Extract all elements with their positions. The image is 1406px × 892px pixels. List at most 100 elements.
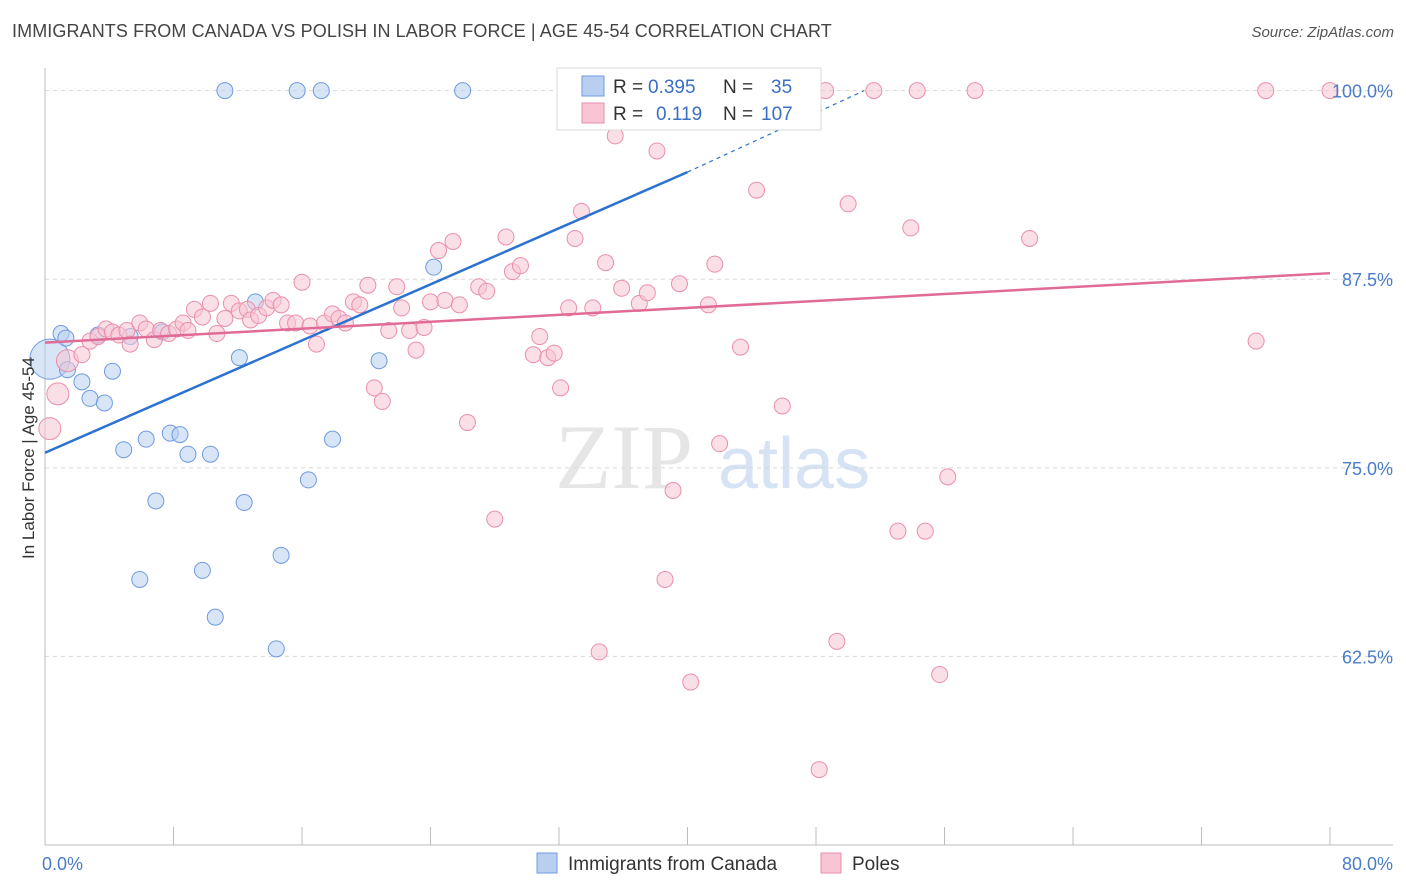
poles-point-101 bbox=[931, 666, 949, 684]
canada-point-22 bbox=[230, 349, 248, 367]
poles-point-68 bbox=[552, 379, 570, 397]
poles-trend-line bbox=[44, 271, 1331, 344]
poles-point-64 bbox=[524, 346, 542, 364]
poles-point-65 bbox=[531, 328, 549, 346]
bottom-legend-swatch-canada bbox=[536, 852, 558, 874]
bottom-legend-swatch-poles bbox=[820, 852, 842, 874]
poles-point-99 bbox=[908, 82, 926, 100]
poles-point-102 bbox=[939, 468, 957, 486]
poles-point-44 bbox=[365, 379, 383, 397]
x-tick-label-0: 0.0% bbox=[42, 854, 83, 874]
poles-point-63 bbox=[511, 257, 529, 275]
poles-point-94 bbox=[828, 632, 846, 650]
poles-point-35 bbox=[301, 317, 319, 335]
legend-r-label-poles: R = bbox=[613, 104, 643, 125]
poles-point-89 bbox=[748, 181, 766, 199]
source-credit: Source: ZipAtlas.com bbox=[1251, 24, 1394, 41]
poles-point-92 bbox=[810, 761, 828, 779]
poles-point-95 bbox=[839, 195, 857, 213]
poles-point-49 bbox=[401, 322, 419, 340]
y-axis-title: In Labor Force | Age 45-54 bbox=[19, 357, 38, 559]
poles-point-74 bbox=[597, 254, 615, 272]
stats-legend: R = 0.395 N = 35 R = 0.119 N = 107 bbox=[556, 67, 822, 131]
poles-point-103 bbox=[966, 82, 984, 100]
poles-point-79 bbox=[638, 284, 656, 302]
legend-swatch-poles bbox=[581, 102, 605, 124]
canada-point-20 bbox=[206, 608, 224, 626]
canada-point-17 bbox=[179, 445, 197, 463]
poles-point-3 bbox=[73, 346, 91, 364]
poles-point-59 bbox=[478, 282, 496, 300]
legend-r-label-canada: R = bbox=[613, 77, 643, 98]
poles-point-80 bbox=[648, 142, 666, 160]
legend-swatch-canada bbox=[581, 75, 605, 97]
poles-point-54 bbox=[436, 291, 454, 309]
legend-n-label-poles: N = bbox=[723, 104, 753, 125]
poles-point-56 bbox=[450, 296, 468, 314]
poles-point-69 bbox=[560, 299, 578, 317]
legend-n-value-poles: 107 bbox=[761, 104, 793, 125]
poles-point-105 bbox=[1247, 332, 1265, 350]
canada-point-26 bbox=[272, 546, 290, 564]
poles-point-23 bbox=[216, 309, 234, 327]
legend-r-value-canada: 0.395 bbox=[648, 77, 696, 98]
poles-point-61 bbox=[497, 228, 515, 246]
canada-point-11 bbox=[131, 570, 149, 588]
poles-point-36 bbox=[307, 335, 325, 353]
poles-point-60 bbox=[486, 510, 504, 528]
canada-point-30 bbox=[324, 430, 342, 448]
poles-point-97 bbox=[889, 522, 907, 540]
poles-point-70 bbox=[566, 229, 584, 247]
poles-point-73 bbox=[590, 643, 608, 661]
canada-point-9 bbox=[115, 441, 133, 459]
canada-trend-extension bbox=[687, 90, 865, 173]
canada-point-12 bbox=[137, 430, 155, 448]
canada-point-32 bbox=[425, 258, 443, 276]
gridlines bbox=[45, 90, 1393, 657]
poles-point-42 bbox=[351, 296, 369, 314]
poles-point-81 bbox=[656, 570, 674, 588]
canada-point-29 bbox=[312, 82, 330, 100]
poles-point-45 bbox=[373, 392, 391, 410]
y-tick-label-0: 100.0% bbox=[1332, 82, 1393, 102]
canada-point-16 bbox=[171, 426, 189, 444]
poles-point-98 bbox=[902, 219, 920, 237]
poles-point-55 bbox=[444, 233, 462, 251]
poles-point-43 bbox=[359, 276, 377, 294]
canada-point-13 bbox=[147, 492, 165, 510]
poles-point-90 bbox=[773, 397, 791, 415]
poles-point-53 bbox=[430, 242, 448, 260]
poles-point-85 bbox=[699, 296, 717, 314]
legend-n-value-canada: 35 bbox=[771, 77, 792, 98]
canada-point-2 bbox=[57, 329, 75, 347]
y-tick-label-2: 75.0% bbox=[1342, 459, 1393, 479]
canada-point-33 bbox=[454, 82, 472, 100]
bottom-legend-label-poles: Poles bbox=[852, 854, 900, 875]
chart-title: IMMIGRANTS FROM CANADA VS POLISH IN LABO… bbox=[12, 21, 832, 41]
poles-point-52 bbox=[422, 293, 439, 311]
poles-point-96 bbox=[865, 82, 883, 100]
axes bbox=[44, 68, 1393, 846]
poles-point-10 bbox=[121, 335, 139, 353]
canada-point-27 bbox=[288, 82, 306, 100]
legend-n-label-canada: N = bbox=[723, 77, 753, 98]
poles-point-100 bbox=[916, 522, 934, 540]
poles-point-83 bbox=[670, 275, 688, 293]
poles-point-1 bbox=[46, 382, 70, 406]
canada-point-25 bbox=[267, 640, 285, 658]
poles-point-104 bbox=[1021, 229, 1039, 247]
poles-point-84 bbox=[682, 673, 700, 691]
tick-labels: 100.0% 87.5% 75.0% 62.5% 0.0% 80.0% bbox=[42, 82, 1393, 874]
poles-point-76 bbox=[613, 279, 631, 297]
canada-point-5 bbox=[81, 389, 99, 407]
y-tick-label-1: 87.5% bbox=[1342, 270, 1393, 290]
y-tick-label-3: 62.5% bbox=[1342, 647, 1393, 667]
canada-point-18 bbox=[193, 561, 211, 579]
poles-point-21 bbox=[201, 294, 219, 312]
x-tick-label-1: 80.0% bbox=[1342, 854, 1393, 874]
legend-r-value-poles: 0.119 bbox=[656, 104, 702, 125]
canada-point-19 bbox=[201, 445, 219, 463]
poles-point-46 bbox=[380, 322, 398, 340]
poles-point-106 bbox=[1257, 82, 1275, 100]
series-poles-points bbox=[38, 82, 1339, 779]
